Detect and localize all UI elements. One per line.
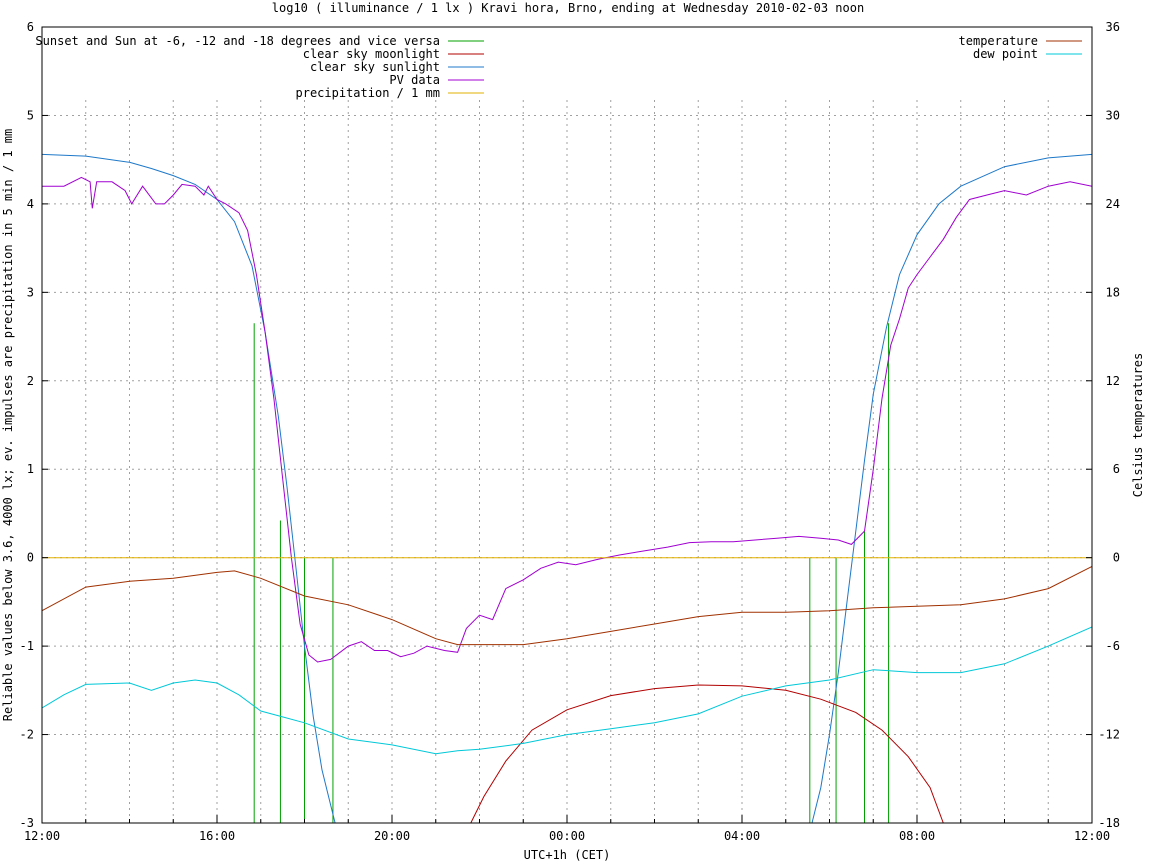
legend: Sunset and Sun at -6, -12 and -18 degree…: [35, 34, 1082, 100]
y2-tick-label: -6: [1106, 639, 1120, 653]
x-tick-label: 20:00: [374, 829, 410, 843]
y2-tick-label: 0: [1113, 551, 1120, 565]
series-layer: [42, 153, 1092, 823]
y-tick-label: 3: [27, 285, 34, 299]
y2-axis-label: Celsius temperatures: [1131, 353, 1145, 498]
series-pv-data: [42, 176, 1092, 663]
legend-label: PV data: [389, 73, 440, 87]
legend-label: clear sky moonlight: [303, 47, 440, 61]
y-tick-label: -1: [20, 639, 34, 653]
x-axis-label: UTC+1h (CET): [524, 848, 611, 862]
x-tick-label: 00:00: [549, 829, 585, 843]
y2-tick-label: 36: [1106, 20, 1120, 34]
y2-tick-label: 18: [1106, 285, 1120, 299]
x-tick-label: 12:00: [1074, 829, 1110, 843]
y2-tick-label: -18: [1098, 816, 1120, 830]
legend-label: clear sky sunlight: [310, 60, 440, 74]
y-tick-label: 4: [27, 197, 34, 211]
series-clear-sky-sunlight: [42, 153, 1092, 823]
y-tick-label: 2: [27, 374, 34, 388]
series-temperature: [42, 566, 1092, 646]
series-clear-sky-moonlight: [470, 684, 944, 823]
legend-label: Sunset and Sun at -6, -12 and -18 degree…: [35, 34, 440, 48]
legend-label: dew point: [973, 47, 1038, 61]
y-tick-label: 6: [27, 20, 34, 34]
y2-tick-label: 12: [1106, 374, 1120, 388]
legend-label: precipitation / 1 mm: [296, 86, 441, 100]
legend-label: temperature: [959, 34, 1038, 48]
y-tick-label: -3: [20, 816, 34, 830]
x-tick-label: 12:00: [24, 829, 60, 843]
y-tick-label: 1: [27, 462, 34, 476]
y2-tick-label: -12: [1098, 728, 1120, 742]
y-tick-label: -2: [20, 728, 34, 742]
x-tick-label: 04:00: [724, 829, 760, 843]
y2-tick-label: 6: [1113, 462, 1120, 476]
y-tick-label: 0: [27, 551, 34, 565]
y-tick-label: 5: [27, 108, 34, 122]
y-axis-label: Reliable values below 3.6, 4000 lx; ev. …: [1, 129, 15, 721]
x-tick-label: 08:00: [899, 829, 935, 843]
series-dew-point: [42, 626, 1092, 755]
y2-tick-label: 30: [1106, 108, 1120, 122]
y2-tick-label: 24: [1106, 197, 1120, 211]
chart-title: log10 ( illuminance / 1 lx ) Kravi hora,…: [272, 1, 864, 15]
grid: [42, 100, 1092, 823]
x-tick-label: 16:00: [199, 829, 235, 843]
